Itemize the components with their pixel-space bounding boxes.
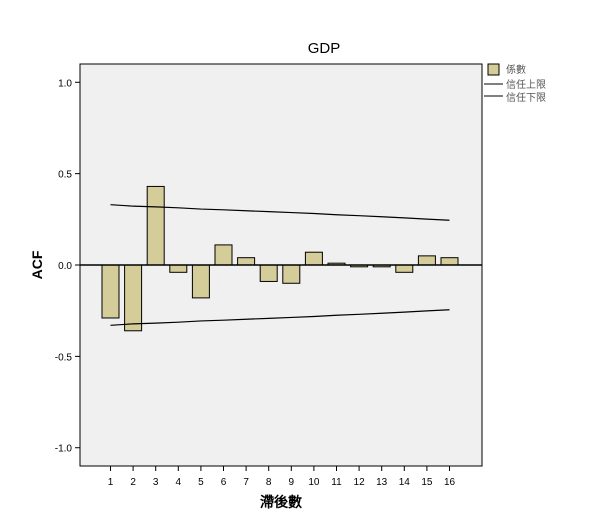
x-tick-label: 13 (376, 477, 388, 488)
x-axis: 1 2 3 4 5 6 7 8 9 10 11 12 13 14 15 16 (108, 466, 456, 488)
y-axis-label: ACF (29, 250, 45, 279)
legend-label-coefficient: 係數 (506, 63, 526, 76)
y-tick-label: 1.0 (58, 78, 72, 89)
bar-lag-14 (395, 264, 414, 273)
x-tick-label: 9 (289, 477, 295, 488)
x-tick-label: 5 (198, 477, 204, 488)
y-axis: -1.0 -0.5 0.0 0.5 1.0 (55, 78, 80, 455)
x-tick-label: 14 (399, 477, 411, 488)
x-tick-label: 2 (130, 477, 136, 488)
bar-lag-16 (440, 257, 459, 266)
legend-label-lower-limit: 信任下限 (506, 91, 546, 104)
legend: 係數 信任上限 信任下限 (484, 63, 546, 104)
bar-lag-8 (259, 264, 278, 282)
legend-label-upper-limit: 信任上限 (506, 78, 546, 91)
upper-limit-line (110, 204, 450, 221)
lower-limit-line (110, 309, 450, 326)
x-axis-label: 滯後數 (260, 494, 302, 510)
x-tick-label: 7 (243, 477, 249, 488)
bar-series (101, 185, 459, 332)
x-tick-label: 6 (221, 477, 227, 488)
bar-lag-5 (191, 264, 210, 299)
x-tick-label: 3 (153, 477, 159, 488)
y-tick-label: -1.0 (55, 444, 73, 455)
x-tick-label: 15 (421, 477, 433, 488)
x-tick-label: 8 (266, 477, 272, 488)
bar-lag-2 (124, 264, 143, 332)
bar-lag-3 (146, 185, 165, 266)
chart-title: GDP (308, 40, 341, 57)
y-tick-label: 0.5 (58, 170, 72, 181)
x-tick-label: 10 (308, 477, 320, 488)
x-tick-label: 1 (108, 477, 114, 488)
x-tick-label: 12 (354, 477, 366, 488)
x-tick-label: 4 (176, 477, 182, 488)
bar-lag-6 (214, 244, 233, 266)
x-tick-label: 11 (331, 477, 342, 488)
legend-swatch-bar (487, 63, 500, 76)
bar-lag-7 (237, 257, 256, 266)
x-tick-label: 16 (444, 477, 456, 488)
bar-lag-4 (169, 264, 188, 273)
bar-lag-9 (282, 264, 301, 284)
bar-lag-15 (417, 255, 436, 266)
y-tick-label: -0.5 (55, 352, 73, 363)
y-tick-label: 0.0 (58, 261, 72, 272)
bar-lag-10 (304, 251, 323, 266)
bar-lag-1 (101, 264, 120, 319)
confidence-limit-lines (110, 204, 450, 326)
